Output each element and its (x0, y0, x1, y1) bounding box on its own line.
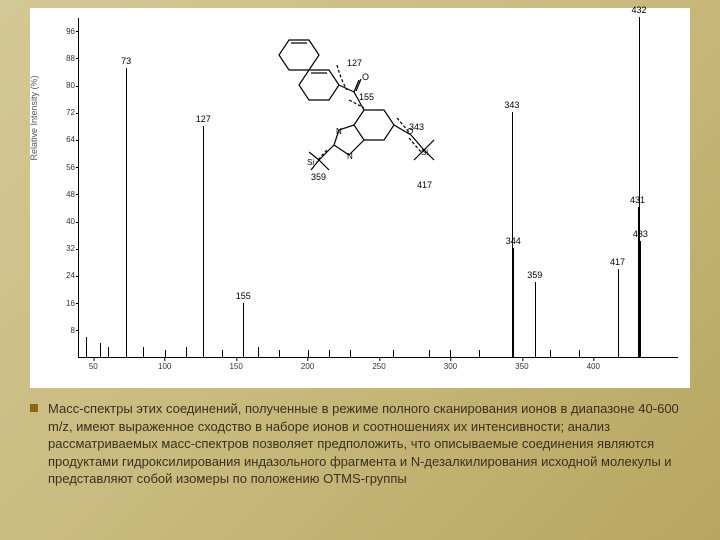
svg-text:Si: Si (307, 158, 314, 167)
spectrum-peak (618, 269, 619, 357)
spectrum-peak (100, 343, 101, 357)
description-section: Масс-спектры этих соединений, полученные… (30, 400, 690, 488)
y-tick: 48 (57, 190, 75, 199)
spectrum-peak (393, 350, 394, 357)
peak-label: 344 (506, 236, 521, 246)
svg-text:N: N (347, 152, 353, 161)
structure-svg: O N N O Si Si (249, 30, 469, 200)
fragment-label: 155 (359, 92, 374, 102)
y-tick: 72 (57, 108, 75, 117)
svg-text:O: O (362, 72, 369, 82)
x-tick: 100 (158, 362, 171, 371)
x-tick: 200 (301, 362, 314, 371)
spectrum-peak (640, 241, 641, 357)
spectrum-peak (350, 350, 351, 357)
description-text: Масс-спектры этих соединений, полученные… (48, 400, 690, 488)
spectrum-peak (108, 347, 109, 357)
mass-spectrum-chart: Relative Intensity (%) (30, 8, 690, 388)
fragment-label: 127 (347, 58, 362, 68)
peak-label: 432 (631, 5, 646, 15)
plot-area: O N N O Si Si 127155343359417 8162432404… (78, 18, 678, 358)
x-tick: 300 (444, 362, 457, 371)
peak-label: 343 (504, 100, 519, 110)
spectrum-peak (329, 350, 330, 357)
spectrum-peak (86, 337, 87, 357)
spectrum-peak (203, 126, 204, 357)
peak-label: 359 (527, 270, 542, 280)
y-tick: 16 (57, 299, 75, 308)
spectrum-peak (186, 347, 187, 357)
fragment-label: 417 (417, 180, 432, 190)
spectrum-peak (479, 350, 480, 357)
peak-label: 431 (630, 195, 645, 205)
x-tick: 350 (515, 362, 528, 371)
x-tick: 250 (372, 362, 385, 371)
y-axis-label: Relative Intensity (%) (29, 75, 39, 160)
svg-text:Si: Si (421, 148, 428, 157)
peak-label: 433 (633, 229, 648, 239)
spectrum-peak (579, 350, 580, 357)
spectrum-peak (222, 350, 223, 357)
fragment-label: 343 (409, 122, 424, 132)
x-tick: 150 (229, 362, 242, 371)
spectrum-peak (165, 350, 166, 357)
y-tick: 24 (57, 271, 75, 280)
spectrum-peak (126, 68, 127, 357)
peak-label: 127 (196, 114, 211, 124)
peak-label: 155 (236, 291, 251, 301)
y-tick: 32 (57, 244, 75, 253)
spectrum-peak (243, 303, 244, 357)
y-tick: 96 (57, 27, 75, 36)
y-tick: 8 (57, 326, 75, 335)
spectrum-peak (450, 350, 451, 357)
fragment-label: 359 (311, 172, 326, 182)
y-tick: 64 (57, 135, 75, 144)
y-tick: 88 (57, 54, 75, 63)
spectrum-peak (279, 350, 280, 357)
spectrum-peak (513, 248, 514, 357)
peak-label: 417 (610, 257, 625, 267)
x-tick: 50 (89, 362, 98, 371)
spectrum-peak (535, 282, 536, 357)
spectrum-peak (143, 347, 144, 357)
spectrum-peak (429, 350, 430, 357)
y-tick: 56 (57, 163, 75, 172)
bullet-icon (30, 404, 38, 412)
y-tick: 80 (57, 81, 75, 90)
peak-label: 73 (121, 56, 131, 66)
spectrum-peak (258, 347, 259, 357)
chemical-structure: O N N O Si Si 127 155 343 359 417 (249, 30, 469, 200)
spectrum-peak (550, 350, 551, 357)
x-tick: 400 (587, 362, 600, 371)
y-tick: 40 (57, 217, 75, 226)
spectrum-peak (308, 350, 309, 357)
svg-text:N: N (336, 127, 342, 136)
